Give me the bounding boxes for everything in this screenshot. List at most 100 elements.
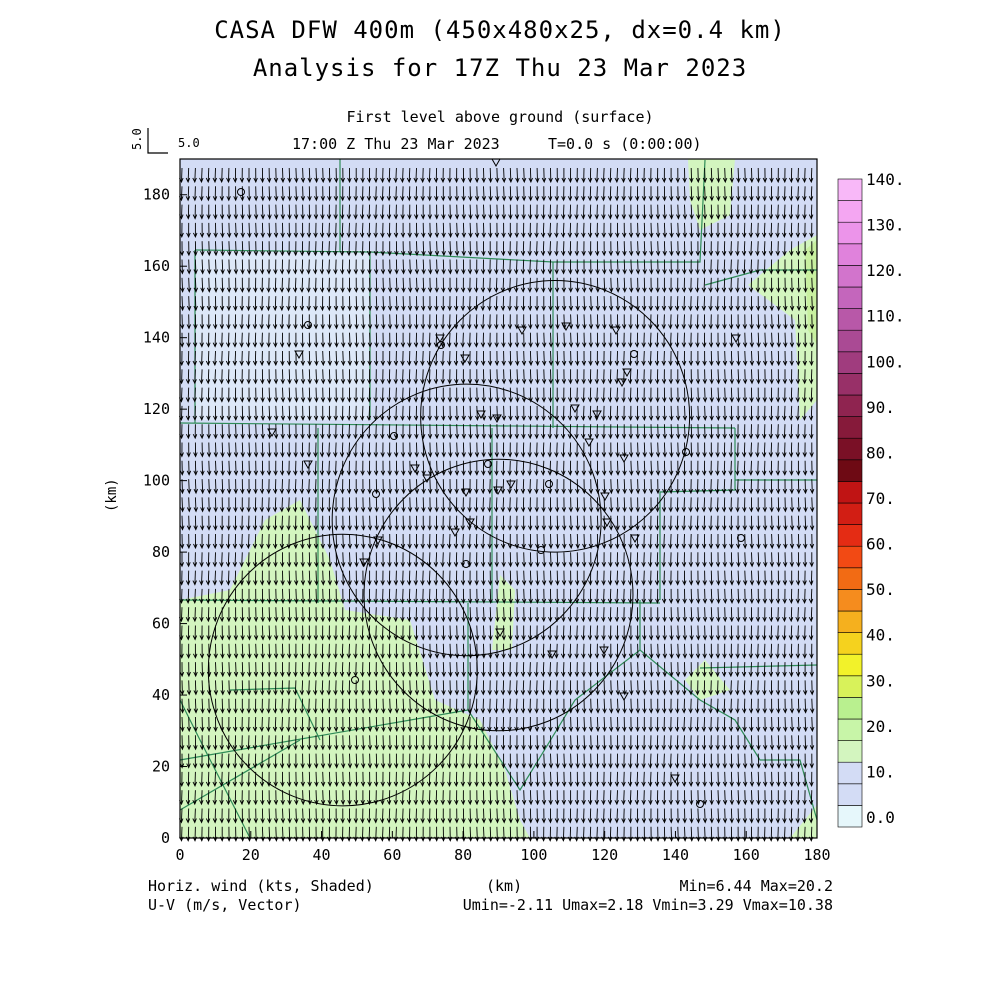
station-triangle — [617, 378, 627, 388]
station-triangle — [630, 534, 640, 544]
colorbar-cell — [837, 740, 863, 763]
station-circle — [372, 490, 380, 498]
station-circle — [390, 432, 398, 440]
station-triangle — [373, 536, 383, 546]
county-line — [179, 739, 301, 811]
station-circle — [737, 534, 745, 542]
colorbar-label: 50. — [866, 580, 895, 599]
x-tick-label: 100 — [520, 846, 547, 864]
colorbar-label: 80. — [866, 443, 895, 462]
station-circle — [630, 350, 638, 358]
y-tick-label: 120 — [143, 400, 170, 418]
station-circle — [351, 676, 359, 684]
colorbar-label: 110. — [866, 307, 905, 326]
colorbar-cell — [837, 761, 863, 785]
colorbar-cell — [837, 351, 863, 374]
shade-low — [196, 250, 371, 420]
y-tick-label: 160 — [143, 257, 170, 275]
station-triangle — [450, 528, 460, 538]
colorbar-cell — [837, 437, 863, 461]
county-line — [553, 159, 706, 263]
time-label: 17:00 Z Thu 23 Mar 2023 — [292, 135, 500, 153]
station-triangle — [517, 326, 527, 336]
colorbar-cell — [837, 545, 863, 569]
radar-ring — [363, 458, 634, 732]
y-tick-label: 60 — [152, 615, 170, 633]
shade-20-30 — [685, 660, 730, 700]
level-label: First level above ground (surface) — [346, 108, 654, 126]
x-tick-label: 40 — [313, 846, 331, 864]
vector-key-icon — [147, 128, 168, 154]
colorbar: 0.0 10. 20. 30. 40. 50. 60. 70. 80. 90. 100. 110. 12… — [837, 170, 905, 828]
y-tick-label: 140 — [143, 329, 170, 347]
radar-ring — [331, 383, 602, 657]
plot-border — [179, 158, 818, 839]
x-tick-label: 60 — [383, 846, 401, 864]
y-tick-label: 100 — [143, 472, 170, 490]
station-triangle — [619, 454, 629, 464]
station-triangle — [670, 774, 680, 784]
colorbar-cell — [837, 783, 863, 806]
station-circle — [304, 321, 312, 329]
colorbar-cell — [837, 524, 863, 547]
county-line — [179, 699, 251, 839]
colorbar-cell — [837, 286, 863, 309]
colorbar-label: 130. — [866, 216, 905, 235]
colorbar-cell — [837, 481, 863, 504]
x-tick-label: 20 — [242, 846, 260, 864]
station-triangle — [561, 322, 571, 332]
county-line — [704, 269, 817, 286]
x-tick-label: 140 — [662, 846, 689, 864]
colorbar-label: 140. — [866, 170, 905, 189]
axis-ticks: 0 20 40 60 80 100 120 140 160 180 0 20 40 60 80 100 120 1… — [143, 186, 831, 864]
colorbar-label: 40. — [866, 626, 895, 645]
station-triangle — [584, 438, 594, 448]
x-tick-label: 0 — [175, 846, 184, 864]
y-tick-label: 20 — [152, 758, 170, 776]
county-line — [699, 664, 818, 669]
station-triangle — [602, 518, 612, 528]
station-triangle — [359, 558, 369, 568]
colorbar-label: 90. — [866, 398, 895, 417]
vector-key-horizontal: 5.0 — [178, 136, 200, 150]
colorbar-label: 30. — [866, 671, 895, 690]
station-triangle — [547, 650, 557, 660]
y-tick-label: 80 — [152, 543, 170, 561]
colorbar-cell — [837, 697, 863, 720]
colorbar-cell — [837, 653, 863, 677]
station-circle — [537, 546, 545, 554]
timestep-label: T=0.0 s (0:00:00) — [548, 135, 702, 153]
x-tick-label: 180 — [803, 846, 830, 864]
radar-range-rings — [207, 280, 691, 807]
colorbar-cell — [837, 718, 863, 741]
county-line — [467, 649, 818, 821]
station-circle — [682, 448, 690, 456]
colorbar-label: 0.0 — [866, 808, 895, 827]
colorbar-label: 20. — [866, 717, 895, 736]
wind-vectors — [178, 167, 815, 842]
station-triangle — [570, 404, 580, 414]
colorbar-cell — [837, 373, 863, 396]
colorbar-cell — [837, 243, 863, 266]
colorbar-cell — [837, 178, 863, 201]
station-triangle — [619, 692, 629, 702]
colorbar-label: 70. — [866, 489, 895, 508]
colorbar-cell — [837, 610, 863, 633]
station-triangle — [435, 334, 445, 344]
footer-uv-range: Umin=-2.11 Umax=2.18 Vmin=3.29 Vmax=10.3… — [462, 896, 833, 914]
y-tick-label: 180 — [143, 186, 170, 204]
station-circle — [237, 188, 245, 196]
x-tick-label: 80 — [454, 846, 472, 864]
station-triangle — [592, 410, 602, 420]
vector-key-icon — [147, 128, 168, 154]
station-circle — [484, 460, 492, 468]
colorbar-label: 10. — [866, 762, 895, 781]
title-line-2: Analysis for 17Z Thu 23 Mar 2023 — [252, 54, 748, 82]
y-tick-label: 0 — [161, 829, 170, 847]
colorbar-cell — [837, 502, 863, 525]
station-circle — [696, 800, 704, 808]
station-triangle — [476, 410, 486, 420]
colorbar-cell — [837, 416, 863, 439]
colorbar-cell — [837, 221, 863, 245]
